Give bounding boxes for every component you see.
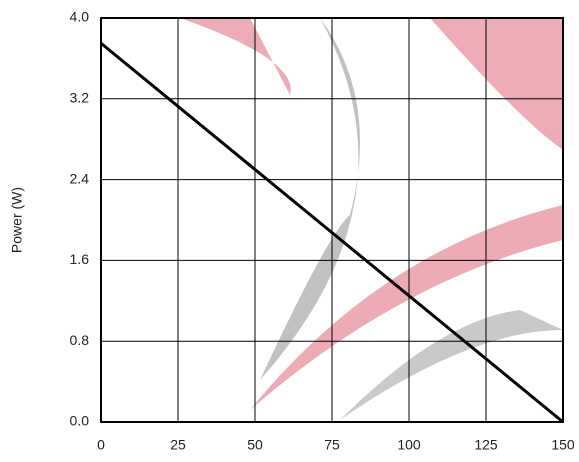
x-tick-label: 100 — [397, 437, 421, 453]
x-tick-label: 50 — [247, 437, 263, 453]
y-tick-label: 0.0 — [70, 413, 90, 429]
plot-frame — [100, 17, 564, 423]
x-tick-label: 0 — [97, 437, 105, 453]
y-tick-label: 4.0 — [70, 9, 90, 25]
y-tick-label: 1.6 — [70, 251, 90, 267]
y-tick-label: 3.2 — [70, 90, 90, 106]
watermark — [180, 18, 563, 420]
y-axis-label: Power (W) — [9, 187, 25, 253]
y-tick-label: 0.8 — [70, 332, 90, 348]
data-line — [100, 42, 564, 424]
x-tick-label: 75 — [324, 437, 340, 453]
x-tick-label: 125 — [474, 437, 498, 453]
y-tick-label: 2.4 — [70, 170, 90, 186]
x-tick-label: 25 — [170, 437, 186, 453]
x-tick-label: 150 — [551, 437, 575, 453]
